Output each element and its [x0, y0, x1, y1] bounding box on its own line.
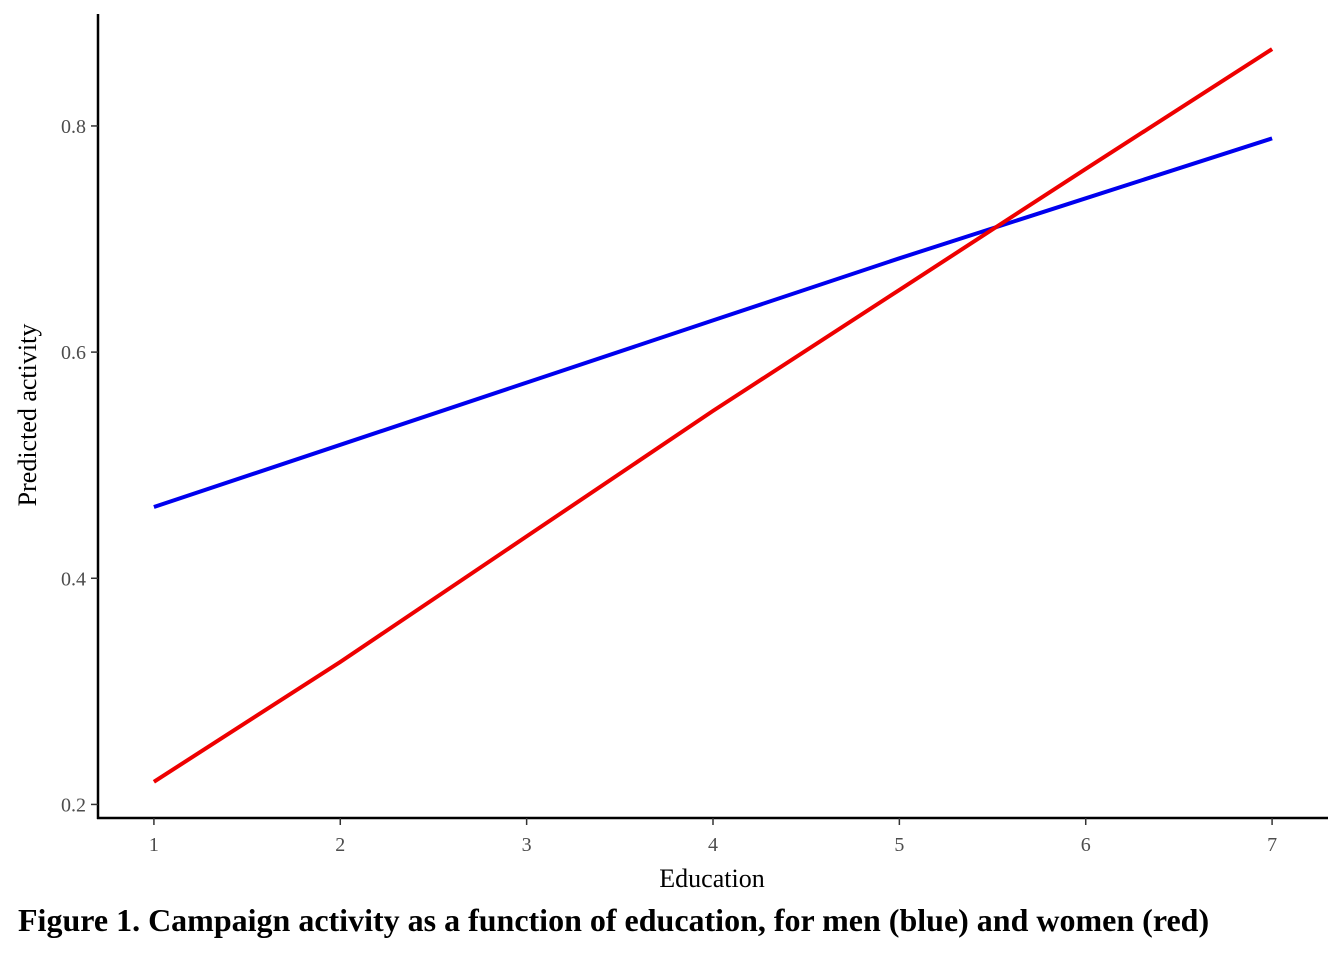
y-tick-label: 0.6	[61, 342, 86, 364]
y-tick-label: 0.2	[61, 794, 86, 816]
x-tick-label: 4	[708, 834, 718, 856]
axes: 1 2 3 4 5 6 7 0.2 0.4 0.6 0.8	[61, 14, 1328, 856]
y-tick-label: 0.8	[61, 116, 86, 138]
series-line-2	[152, 47, 1274, 784]
x-axis-title: Education	[659, 864, 764, 893]
x-tick-label: 5	[894, 834, 904, 856]
x-tick-label: 2	[335, 834, 345, 856]
series-line-1	[153, 136, 1273, 509]
y-tick-label: 0.4	[61, 568, 86, 590]
x-tick-label: 6	[1081, 834, 1091, 856]
line-chart: 1 2 3 4 5 6 7 0.2 0.4 0.6 0.8 Education Predicted …	[13, 14, 1328, 893]
x-tick-label: 1	[149, 834, 159, 856]
x-tick-label: 3	[522, 834, 532, 856]
figure-caption: Figure 1. Campaign activity as a functio…	[18, 902, 1210, 938]
plot-area	[152, 47, 1274, 784]
x-tick-label: 7	[1267, 834, 1277, 856]
y-axis-title: Predicted activity	[13, 324, 42, 507]
